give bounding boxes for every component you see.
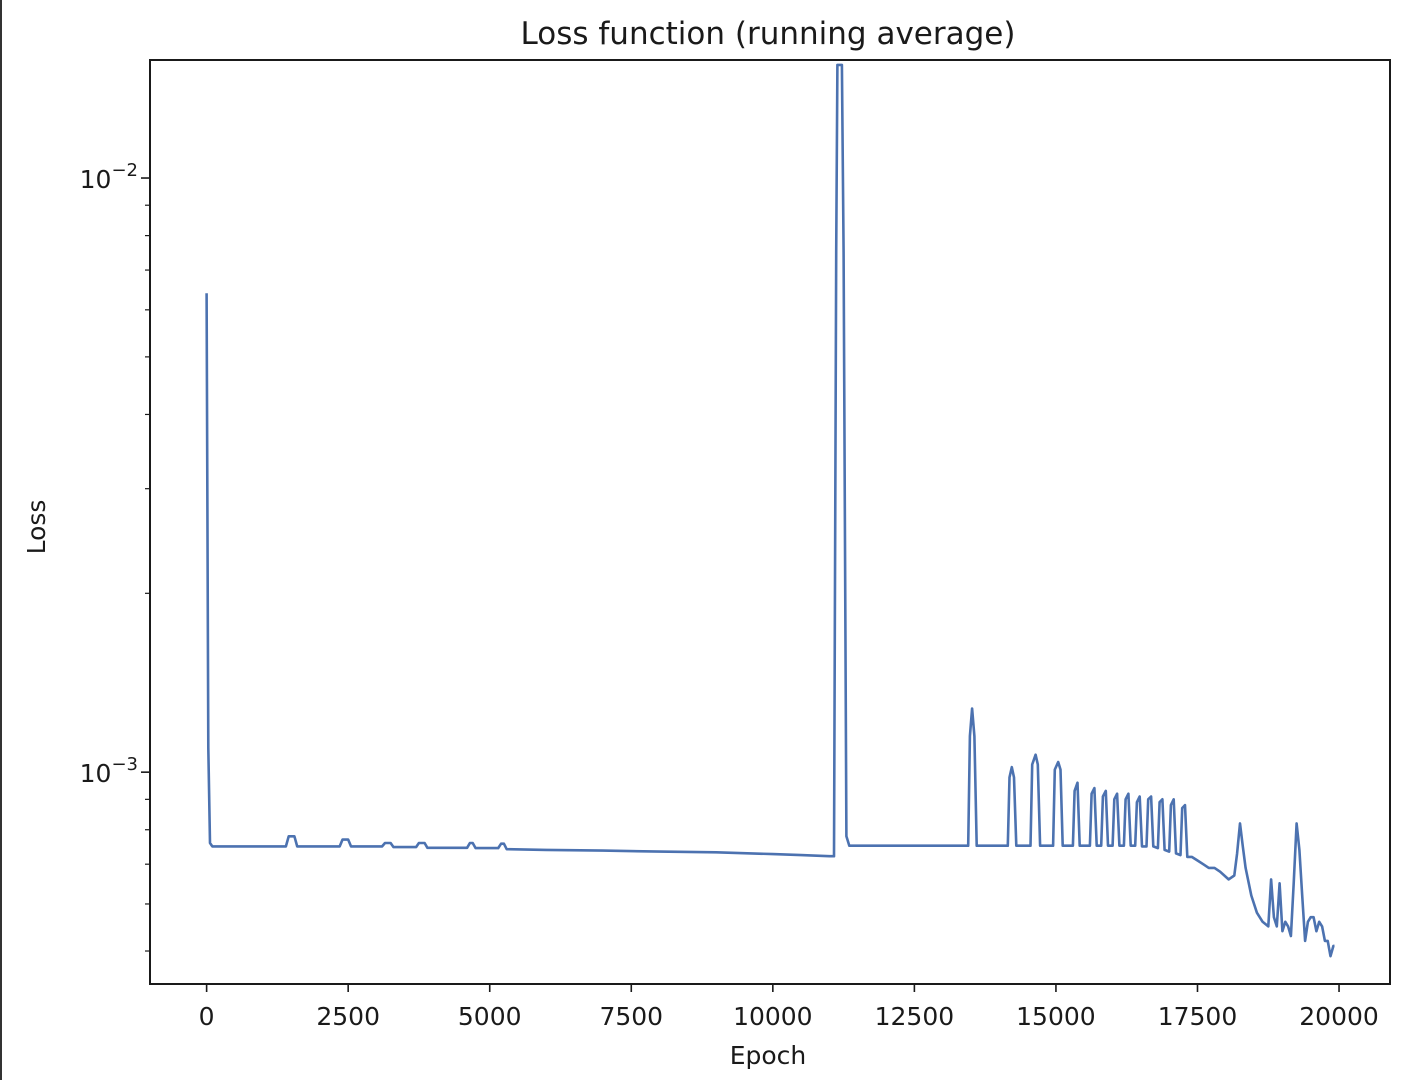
y-axis-label: Loss: [22, 500, 51, 555]
x-tick-label: 12500: [875, 1002, 955, 1031]
x-tick-label: 7500: [599, 1002, 663, 1031]
x-tick-label: 15000: [1016, 1002, 1096, 1031]
x-tick-label: 20000: [1299, 1002, 1379, 1031]
y-tick-label: 10−3: [80, 754, 138, 788]
x-tick-label: 17500: [1158, 1002, 1238, 1031]
y-tick-label: 10−2: [80, 160, 138, 194]
plot-area-frame: [149, 59, 1391, 985]
x-axis-label: Epoch: [730, 1041, 807, 1070]
series-line-loss: [205, 63, 1335, 958]
x-tick-label: 10000: [733, 1002, 813, 1031]
x-tick-label: 5000: [458, 1002, 522, 1031]
x-tick-label: 2500: [316, 1002, 380, 1031]
x-tick-label: 0: [199, 1002, 215, 1031]
chart-title: Loss function (running average): [521, 16, 1016, 52]
axis-ticks: 0 2500 5000 7500 10000 12500 15000 17500 20000 10…: [80, 160, 1379, 1031]
